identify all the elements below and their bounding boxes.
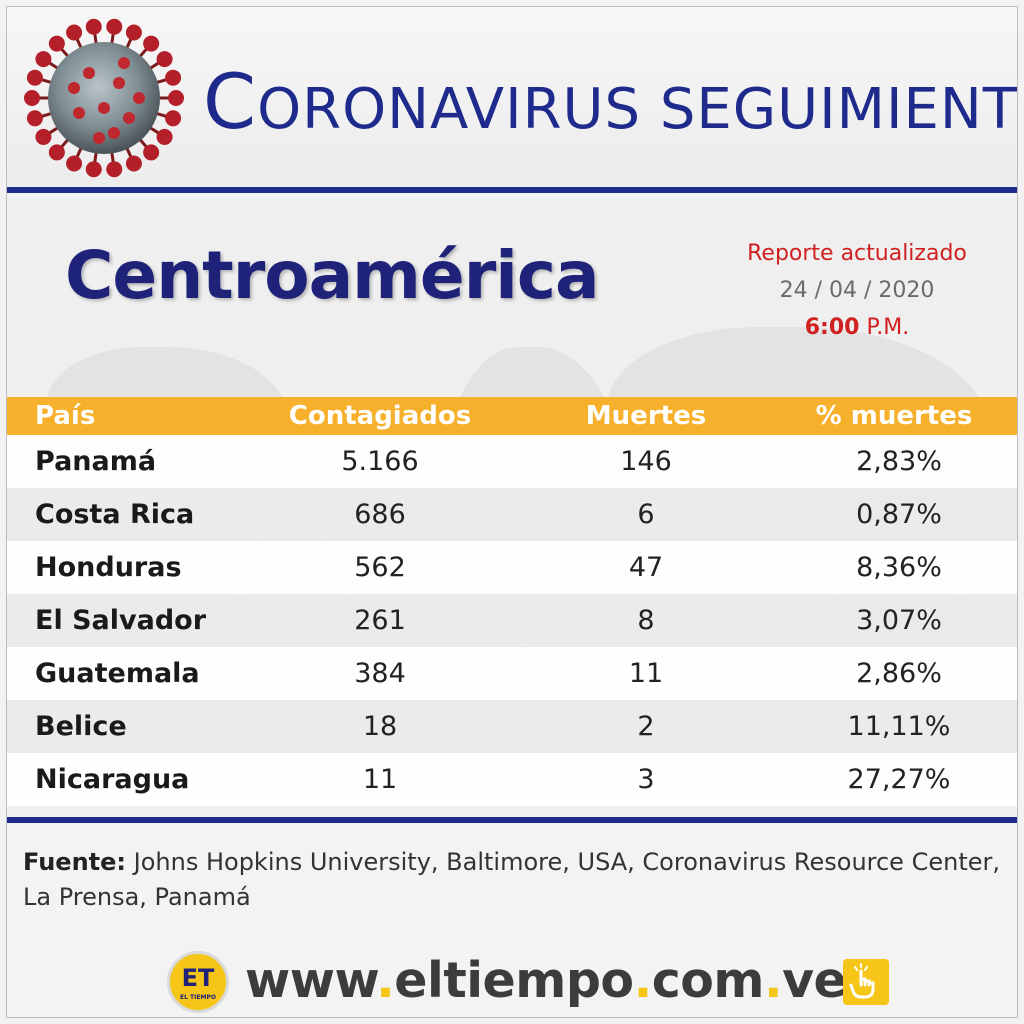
row-pct: 11,11%: [847, 711, 951, 742]
eltiempo-logo[interactable]: ET EL TIEMPO: [167, 951, 229, 1013]
table-row: El Salvador 261 8 3,07%: [7, 594, 1017, 647]
row-pct: 27,27%: [847, 764, 951, 795]
row-cases: 18: [362, 711, 398, 742]
table-header: País Contagiados Muertes % muertes: [7, 397, 1017, 435]
table-row: Nicaragua 11 3 27,27%: [7, 753, 1017, 806]
url-dot: .: [376, 952, 395, 1009]
row-country: El Salvador: [35, 605, 207, 636]
row-country: Costa Rica: [35, 499, 195, 530]
row-pct: 2,86%: [856, 658, 942, 689]
coronavirus-icon: [24, 18, 184, 178]
main-title-rest: ORONAVIRUS SEGUIMIENTO: [257, 77, 1018, 142]
main-title: CORONAVIRUS SEGUIMIENTO: [203, 47, 1018, 157]
url-ve: ve: [782, 952, 847, 1009]
row-cases: 562: [354, 552, 406, 583]
header-country: País: [35, 401, 96, 431]
region-title: Centroamérica: [65, 237, 600, 314]
report-label: Reporte actualizado: [747, 241, 967, 266]
infographic: CORONAVIRUS SEGUIMIENTO Centroamérica Re…: [6, 6, 1018, 1018]
table-row: Costa Rica 686 6 0,87%: [7, 488, 1017, 541]
report-hour: 6:00: [804, 315, 860, 340]
footer: ET EL TIEMPO www.eltiempo.com.ve: [167, 945, 907, 1015]
row-deaths: 3: [637, 764, 655, 795]
row-cases: 11: [362, 764, 398, 795]
report-date: 24 / 04 / 2020: [779, 278, 935, 303]
row-deaths: 47: [628, 552, 664, 583]
row-cases: 261: [354, 605, 406, 636]
url-com: com: [651, 952, 765, 1009]
content-panel: Centroamérica Reporte actualizado 24 / 0…: [7, 197, 1017, 823]
row-pct: 8,36%: [856, 552, 942, 583]
url-name: eltiempo: [394, 952, 634, 1009]
logo-text: ET: [181, 964, 215, 992]
header-pct: % muertes: [815, 401, 973, 431]
row-deaths: 146: [620, 446, 672, 477]
row-country: Belice: [35, 711, 127, 742]
url-dot: .: [633, 952, 653, 1009]
table-row: Panamá 5.166 146 2,83%: [7, 435, 1017, 488]
header-deaths: Muertes: [585, 401, 707, 431]
source-text: Fuente: Johns Hopkins University, Baltim…: [23, 845, 1003, 915]
main-title-initial: C: [203, 57, 258, 146]
hand-pointer-icon: [843, 959, 889, 1005]
report-block: Reporte actualizado 24 / 04 / 2020 6:00 …: [707, 235, 1007, 346]
header-cases: Contagiados: [288, 401, 472, 431]
row-country: Nicaragua: [35, 764, 190, 795]
row-cases: 5.166: [341, 446, 419, 477]
logo-subtext: EL TIEMPO: [180, 994, 216, 1001]
row-deaths: 2: [637, 711, 655, 742]
row-pct: 0,87%: [856, 499, 942, 530]
table-row: Honduras 562 47 8,36%: [7, 541, 1017, 594]
row-deaths: 11: [628, 658, 664, 689]
report-time: 6:00 P.M.: [707, 309, 1007, 346]
row-country: Panamá: [35, 446, 157, 477]
row-cases: 384: [354, 658, 406, 689]
top-divider: [7, 187, 1017, 193]
row-deaths: 6: [637, 499, 655, 530]
report-ampm: P.M.: [866, 315, 910, 340]
row-pct: 3,07%: [856, 605, 942, 636]
row-country: Guatemala: [35, 658, 200, 689]
table-row: Belice 18 2 11,11%: [7, 700, 1017, 753]
row-country: Honduras: [35, 552, 182, 583]
row-cases: 686: [354, 499, 406, 530]
row-deaths: 8: [637, 605, 655, 636]
bottom-divider: [7, 817, 1017, 823]
url-www: www: [245, 952, 377, 1009]
row-pct: 2,83%: [856, 446, 942, 477]
source-label: Fuente:: [23, 848, 126, 876]
source-body: Johns Hopkins University, Baltimore, USA…: [23, 848, 1000, 911]
table-row: Guatemala 384 11 2,86%: [7, 647, 1017, 700]
header: CORONAVIRUS SEGUIMIENTO: [7, 7, 1017, 187]
site-url[interactable]: www.eltiempo.com.ve: [245, 945, 847, 1017]
url-dot: .: [763, 952, 783, 1009]
